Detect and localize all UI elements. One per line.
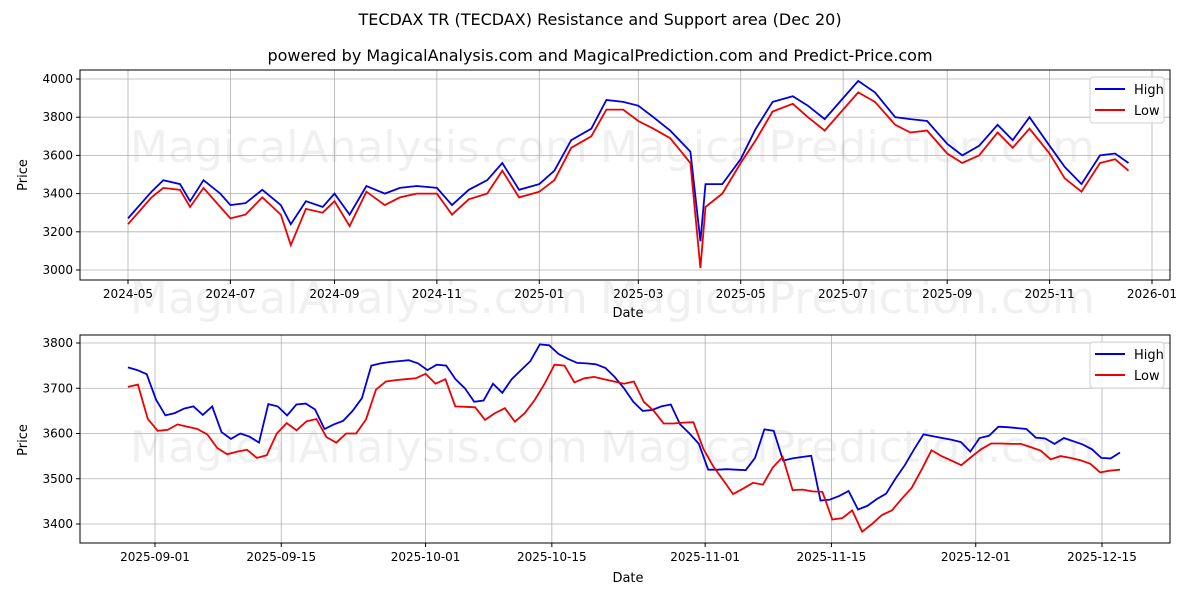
top-chart: MagicalAnalysis.com MagicalPrediction.co… [16, 69, 1177, 324]
bottom-x-tick: 2025-09-01 [120, 550, 190, 564]
bottom-legend-high: High [1134, 348, 1164, 363]
bottom-axis-ticks: 3400 3500 3600 3700 3800 2025-09-01 2025-09-15… [42, 336, 1136, 564]
bottom-x-tick: 2025-12-15 [1067, 550, 1137, 564]
chart-subtitle: powered by MagicalAnalysis.com and Magic… [267, 46, 933, 65]
top-y-label: Price [16, 159, 31, 191]
bottom-x-tick: 2025-12-01 [941, 550, 1011, 564]
top-x-tick: 2025-03 [613, 287, 663, 301]
watermark-prediction-2: MagicalPrediction.com [600, 273, 1095, 324]
watermark-analysis-2: MagicalAnalysis.com [130, 273, 588, 324]
top-x-tick: 2026-01 [1127, 287, 1177, 301]
top-legend-low: Low [1134, 104, 1160, 119]
top-y-tick: 3200 [42, 225, 73, 239]
watermark-prediction-3: MagicalPrediction.com [600, 422, 1095, 473]
top-legend-high: High [1134, 83, 1164, 98]
top-x-tick: 2025-11 [1025, 287, 1075, 301]
top-x-tick: 2024-09 [309, 287, 359, 301]
top-x-label: Date [612, 306, 643, 321]
bottom-x-tick: 2025-11-15 [797, 550, 867, 564]
top-high-line [127, 79, 1130, 242]
top-low-line [127, 91, 1130, 269]
bottom-grid [80, 335, 1170, 543]
top-y-tick: 3800 [42, 110, 73, 124]
top-plot-frame [79, 69, 1171, 281]
watermark-analysis: MagicalAnalysis.com [130, 122, 588, 173]
top-x-tick: 2025-09 [922, 287, 972, 301]
chart-title: TECDAX TR (TECDAX) Resistance and Suppor… [358, 10, 842, 29]
top-x-tick: 2025-01 [514, 287, 564, 301]
bottom-chart: MagicalAnalysis.com MagicalPrediction.co… [16, 334, 1171, 586]
top-legend: High Low [1089, 76, 1165, 124]
bottom-y-tick: 3600 [42, 427, 73, 441]
bottom-low-line [127, 363, 1121, 534]
top-x-tick: 2024-05 [103, 287, 153, 301]
top-x-tick: 2025-07 [818, 287, 868, 301]
bottom-y-tick: 3400 [42, 517, 73, 531]
bottom-plot-frame [79, 334, 1171, 544]
top-grid [80, 70, 1170, 280]
bottom-y-tick: 3800 [42, 336, 73, 350]
top-y-tick: 3600 [42, 148, 73, 162]
bottom-y-tick: 3500 [42, 472, 73, 486]
bottom-x-tick: 2025-10-15 [517, 550, 587, 564]
bottom-x-tick: 2025-11-01 [670, 550, 740, 564]
top-y-tick: 3000 [42, 263, 73, 277]
bottom-x-tick: 2025-10-01 [391, 550, 461, 564]
bottom-y-tick: 3700 [42, 381, 73, 395]
top-y-tick: 4000 [42, 72, 73, 86]
top-x-tick: 2025-05 [716, 287, 766, 301]
top-x-tick: 2024-11 [412, 287, 462, 301]
bottom-x-tick: 2025-09-15 [246, 550, 316, 564]
bottom-legend: High Low [1089, 341, 1165, 389]
bottom-high-line [127, 343, 1121, 511]
top-y-tick: 3400 [42, 187, 73, 201]
bottom-y-label: Price [16, 424, 31, 456]
top-axis-ticks: 3000 3200 3400 3600 3800 4000 2024-05 2024-07 20… [42, 72, 1177, 301]
bottom-legend-low: Low [1134, 369, 1160, 384]
bottom-x-label: Date [612, 571, 643, 586]
top-x-tick: 2024-07 [205, 287, 255, 301]
